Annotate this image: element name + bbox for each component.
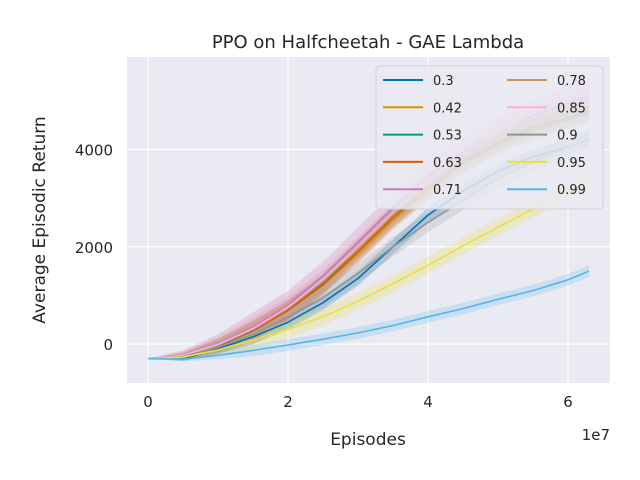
legend-label-0.95: 0.95 — [557, 156, 586, 171]
band-0.53 — [148, 100, 589, 361]
x-tick-label: 6 — [563, 393, 573, 411]
legend-label-0.78: 0.78 — [557, 74, 586, 89]
y-tick-label: 2000 — [75, 239, 113, 257]
legend-label-0.71: 0.71 — [433, 183, 462, 198]
x-tick-label: 0 — [143, 393, 153, 411]
legend-label-0.99: 0.99 — [557, 183, 586, 198]
chart-title: PPO on Halfcheetah - GAE Lambda — [212, 32, 524, 53]
legend-label-0.9: 0.9 — [557, 129, 578, 144]
legend-box — [375, 65, 604, 210]
legend-label-0.3: 0.3 — [433, 74, 454, 89]
y-tick-label: 4000 — [75, 141, 113, 159]
legend-label-0.63: 0.63 — [433, 156, 462, 171]
legend: 0.3 0.42 0.53 0.63 0.71 0.78 0.85 0.9 0.95 0.99 — [375, 65, 604, 210]
series-line-0.95 — [147, 180, 590, 360]
y-axis-label: Average Episodic Return — [30, 116, 50, 323]
legend-label-0.85: 0.85 — [557, 101, 586, 116]
legend-label-0.42: 0.42 — [433, 101, 462, 116]
x-tick-label: 4 — [423, 393, 433, 411]
x-offset-label: 1e7 — [582, 426, 610, 444]
x-tick-label: 2 — [283, 393, 293, 411]
y-tick-label: 0 — [103, 336, 113, 354]
series-line-0.99 — [147, 270, 590, 361]
tick-labels: 0 2 4 6 0 2000 4000 — [75, 141, 573, 411]
legend-label-0.53: 0.53 — [433, 129, 462, 144]
x-axis-label: Episodes — [330, 430, 406, 450]
